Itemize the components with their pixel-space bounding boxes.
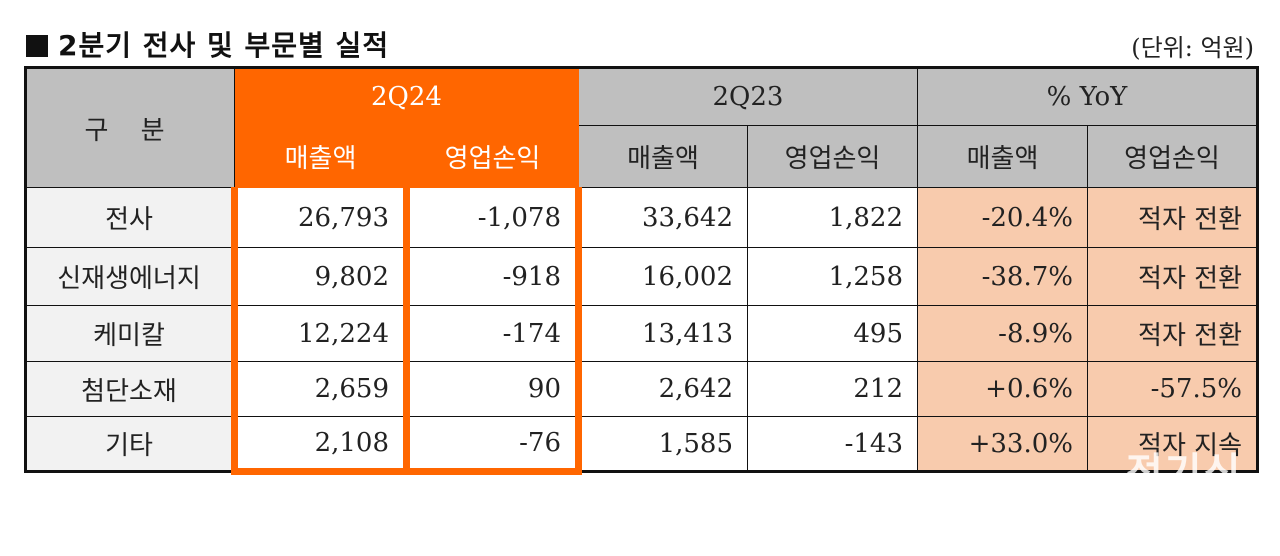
unit-label: (단위: 억원)	[1131, 34, 1254, 62]
cell-2q24-op: -918	[403, 247, 582, 306]
page-title: 2분기 전사 및 부문별 실적	[26, 24, 389, 64]
row-label: 첨단소재	[24, 361, 235, 417]
square-bullet-icon	[26, 35, 48, 57]
cell-2q24-op: -76	[403, 416, 582, 475]
cell-yoy-revenue: +0.6%	[917, 361, 1088, 417]
cell-2q23-revenue: 2,642	[578, 361, 748, 417]
cell-yoy-op: 적자 지속	[1087, 416, 1258, 472]
row-label: 신재생에너지	[24, 247, 235, 306]
cell-2q23-revenue: 33,642	[578, 187, 748, 248]
row-label: 전사	[24, 187, 235, 248]
table-row: 기타 2,108 -76 1,585 -143 +33.0% 적자 지속	[24, 416, 1258, 475]
cell-2q24-revenue: 9,802	[231, 247, 410, 306]
row-label: 기타	[24, 416, 235, 472]
subheader-2q23-revenue: 매출액	[578, 125, 748, 188]
table-row: 첨단소재 2,659 90 2,642 212 +0.6% -57.5%	[24, 361, 1258, 417]
cell-2q24-op: 90	[403, 361, 582, 417]
cell-2q24-revenue: 26,793	[231, 187, 410, 248]
cell-yoy-revenue: -20.4%	[917, 187, 1088, 248]
subheader-yoy-op: 영업손익	[1087, 125, 1258, 188]
watermark: 전기신문	[1126, 450, 1243, 554]
group-header-yoy: % YoY	[917, 67, 1258, 126]
cell-yoy-revenue: -8.9%	[917, 305, 1088, 362]
cell-2q23-revenue: 13,413	[578, 305, 748, 362]
table-row: 케미칼 12,224 -174 13,413 495 -8.9% 적자 전환	[24, 305, 1258, 362]
row-label: 케미칼	[24, 305, 235, 362]
cell-yoy-op: -57.5%	[1087, 361, 1258, 417]
cell-yoy-revenue: -38.7%	[917, 247, 1088, 306]
subheader-2q24-revenue: 매출액	[234, 125, 407, 188]
cell-2q23-op: 1,258	[747, 247, 918, 306]
cell-2q24-revenue: 2,659	[231, 361, 410, 417]
cell-2q23-op: 1,822	[747, 187, 918, 248]
cell-2q24-revenue: 2,108	[231, 416, 410, 475]
group-header-2q24: 2Q24	[234, 67, 579, 126]
table-row: 신재생에너지 9,802 -918 16,002 1,258 -38.7% 적자…	[24, 247, 1258, 306]
cell-yoy-op: 적자 전환	[1087, 187, 1258, 248]
subheader-yoy-revenue: 매출액	[917, 125, 1088, 188]
cell-2q23-revenue: 1,585	[578, 416, 748, 472]
title-text: 2분기 전사 및 부문별 실적	[58, 29, 390, 62]
cell-2q24-revenue: 12,224	[231, 305, 410, 362]
cell-yoy-revenue: +33.0%	[917, 416, 1088, 472]
cell-2q23-op: 212	[747, 361, 918, 417]
cell-2q24-op: -1,078	[403, 187, 582, 248]
group-header-2q23: 2Q23	[578, 67, 918, 126]
subheader-2q24-op: 영업손익	[406, 125, 579, 188]
cell-2q23-revenue: 16,002	[578, 247, 748, 306]
cell-yoy-op: 적자 전환	[1087, 247, 1258, 306]
cell-2q24-op: -174	[403, 305, 582, 362]
cell-2q23-op: -143	[747, 416, 918, 472]
results-table: 구 분 2Q24 2Q23 % YoY 매출액 영업손익 매출액 영업손익 매출…	[24, 66, 1259, 475]
corner-header: 구 분	[24, 67, 235, 188]
cell-2q23-op: 495	[747, 305, 918, 362]
cell-yoy-op: 적자 전환	[1087, 305, 1258, 362]
table-row: 전사 26,793 -1,078 33,642 1,822 -20.4% 적자 …	[24, 187, 1258, 248]
subheader-2q23-op: 영업손익	[747, 125, 918, 188]
